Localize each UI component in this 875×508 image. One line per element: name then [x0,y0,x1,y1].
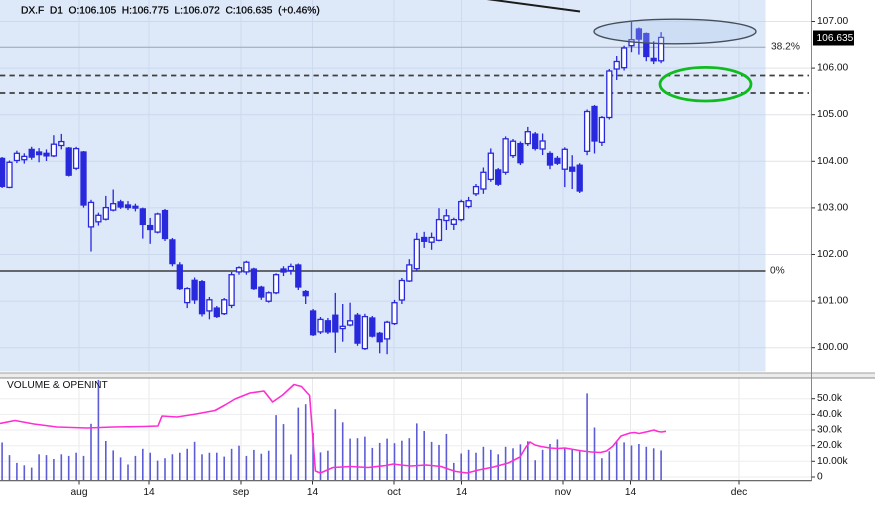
svg-text:oct: oct [387,487,401,498]
svg-text:40.0k: 40.0k [817,409,843,420]
svg-text:DX.F D1 O:106.105 H:106.775: DX.F D1 O:106.105 H:106.775 L:106.072 C:… [21,5,320,16]
svg-text:20.0k: 20.0k [817,440,843,451]
svg-text:0: 0 [817,472,823,483]
svg-text:dec: dec [731,487,747,498]
svg-text:sep: sep [233,487,250,498]
svg-text:100.00: 100.00 [817,342,848,353]
svg-text:14: 14 [456,487,468,498]
svg-text:14: 14 [625,487,637,498]
svg-text:105.00: 105.00 [817,109,848,120]
svg-text:101.00: 101.00 [817,296,848,307]
svg-text:102.00: 102.00 [817,249,848,260]
svg-text:VOLUME & OPENINT: VOLUME & OPENINT [7,380,108,391]
svg-text:106.00: 106.00 [817,63,848,74]
svg-text:103.00: 103.00 [817,202,848,213]
svg-text:0%: 0% [770,265,785,276]
svg-text:104.00: 104.00 [817,156,848,167]
svg-text:106.635: 106.635 [817,33,854,44]
svg-text:50.0k: 50.0k [817,393,843,404]
svg-text:14: 14 [143,487,155,498]
svg-text:30.0k: 30.0k [817,425,843,436]
svg-text:10.00k: 10.00k [817,456,848,467]
svg-text:14: 14 [307,487,319,498]
svg-text:nov: nov [555,487,572,498]
svg-text:aug: aug [71,487,88,498]
svg-text:107.00: 107.00 [817,16,848,27]
svg-text:38.2%: 38.2% [771,41,800,52]
